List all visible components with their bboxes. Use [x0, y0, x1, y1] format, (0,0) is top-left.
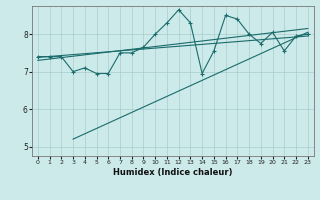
X-axis label: Humidex (Indice chaleur): Humidex (Indice chaleur) [113, 168, 233, 177]
